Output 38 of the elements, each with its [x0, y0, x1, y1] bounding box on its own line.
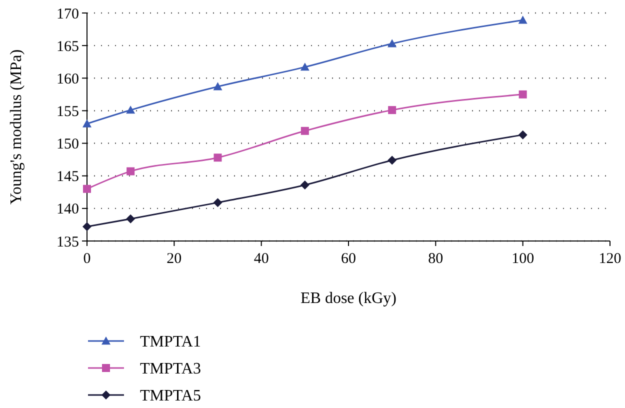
y-tick-label: 145: [56, 169, 79, 186]
x-axis-title: EB dose (kGy): [300, 290, 396, 307]
y-tick-label: 170: [56, 6, 79, 22]
point: [213, 198, 222, 208]
x-tick-label: 60: [341, 251, 356, 267]
point: [214, 154, 222, 162]
point: [518, 130, 528, 140]
x-tick-label: 100: [512, 251, 534, 267]
point: [388, 39, 397, 48]
point: [213, 82, 222, 90]
point: [300, 180, 310, 190]
x-tick-label: 120: [598, 251, 622, 267]
point: [82, 119, 92, 128]
legend-label: TMPTA5: [140, 388, 201, 405]
point: [126, 106, 136, 114]
point: [300, 62, 310, 71]
point: [83, 184, 91, 193]
y-tick-label: 160: [56, 71, 79, 88]
y-tick-label: 155: [56, 104, 79, 120]
x-tick-label: 80: [428, 251, 444, 267]
legend-label: TMPTA1: [140, 334, 201, 351]
point: [388, 156, 397, 165]
y-tick-label: 140: [56, 202, 79, 218]
x-tick-label: 0: [83, 251, 91, 267]
point: [300, 126, 309, 135]
point: [518, 16, 528, 24]
point: [82, 222, 92, 232]
x-tick-label: 40: [254, 251, 269, 267]
legend-label: TMPTA3: [140, 360, 201, 378]
y-tick-label: 165: [56, 38, 79, 55]
y-tick-label: 135: [56, 234, 79, 250]
y-tick-label: 150: [56, 136, 79, 153]
point: [518, 90, 527, 98]
y-axis-title: Young's modulus (MPa): [8, 49, 25, 205]
x-tick-label: 20: [166, 251, 182, 267]
point: [126, 167, 135, 176]
point: [126, 214, 136, 224]
point: [388, 106, 396, 114]
